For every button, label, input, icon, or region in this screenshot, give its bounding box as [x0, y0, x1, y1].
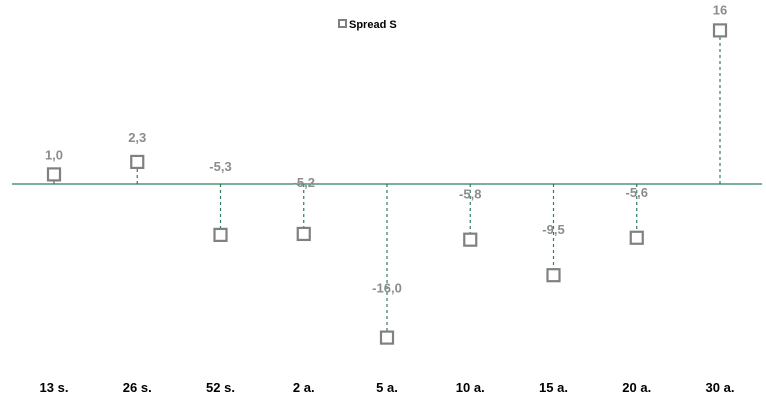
category-label-3: 2 a.	[293, 380, 315, 395]
data-label-6: -9,5	[542, 222, 564, 237]
category-label-6: 15 a.	[539, 380, 568, 395]
category-label-7: 20 a.	[622, 380, 651, 395]
data-point-8	[714, 24, 726, 36]
legend-marker	[339, 20, 346, 27]
data-point-5	[464, 234, 476, 246]
data-label-5: -5,8	[459, 187, 481, 202]
data-label-4: -16,0	[372, 281, 402, 296]
category-label-5: 10 a.	[456, 380, 485, 395]
category-labels: 13 s. 26 s. 52 s. 2 a. 5 a. 10 a. 15 a. 20 a. 30…	[40, 380, 735, 395]
data-point-6	[548, 269, 560, 281]
category-label-8: 30 a.	[706, 380, 735, 395]
legend-label: Spread S	[349, 19, 397, 31]
data-point-3	[298, 228, 310, 240]
data-label-8: 16	[713, 2, 727, 17]
data-labels: 1,0 2,3 -5,3 -5,2 -16,0 -5,8 -9,5 -5,6 16	[45, 2, 727, 295]
data-label-1: 2,3	[128, 130, 146, 145]
data-point-0	[48, 168, 60, 180]
category-label-2: 52 s.	[206, 380, 235, 395]
data-label-2: -5,3	[209, 159, 231, 174]
data-point-4	[381, 332, 393, 344]
category-label-0: 13 s.	[40, 380, 69, 395]
data-point-7	[631, 232, 643, 244]
data-label-7: -5,6	[626, 185, 648, 200]
data-point-1	[131, 156, 143, 168]
category-label-4: 5 a.	[376, 380, 398, 395]
data-label-3: -5,2	[293, 175, 315, 190]
data-point-2	[215, 229, 227, 241]
data-label-0: 1,0	[45, 147, 63, 162]
legend: Spread S	[339, 19, 397, 31]
category-label-1: 26 s.	[123, 380, 152, 395]
